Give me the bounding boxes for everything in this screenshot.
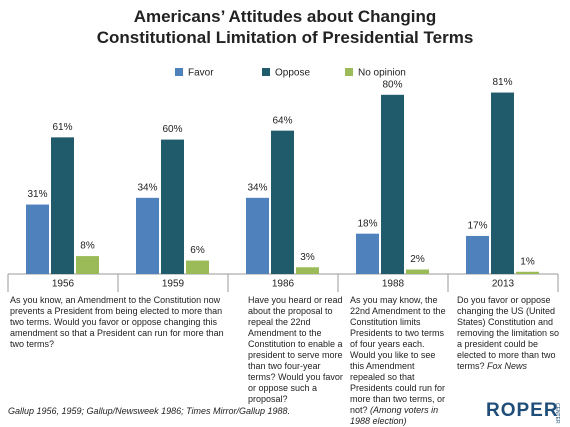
value-label: 3% [300, 252, 315, 263]
bar [136, 197, 159, 274]
bar [271, 130, 294, 274]
question-text: As you know, an Amendment to the Constit… [10, 295, 225, 350]
value-label: 61% [52, 122, 72, 133]
value-label: 60% [162, 124, 182, 135]
bar [406, 269, 429, 274]
value-label: 6% [190, 245, 205, 256]
source-note: Gallup 1956, 1959; Gallup/Newsweek 1986;… [8, 406, 291, 416]
value-label: 17% [467, 221, 487, 232]
bar [51, 137, 74, 274]
x-tick-label: 1986 [272, 279, 295, 290]
bar [161, 139, 184, 274]
legend-label: Oppose [275, 68, 310, 79]
question-text: As you may know, the 22nd Amendment to t… [350, 295, 450, 427]
x-tick-label: 1988 [382, 279, 405, 290]
bar [466, 235, 489, 274]
logo: ROPER [486, 400, 559, 421]
value-label: 1% [520, 256, 535, 267]
question: Do you favor or oppose changing the US (… [457, 295, 560, 371]
question-note: Fox News [487, 361, 528, 371]
x-tick-label: 2013 [492, 279, 515, 290]
legend-label: Favor [188, 68, 214, 79]
bar [381, 94, 404, 274]
legend-swatch [262, 68, 270, 76]
logo-sub: CENTER [554, 403, 560, 424]
question-text: Do you favor or oppose changing the US (… [457, 295, 565, 372]
bar [491, 92, 514, 274]
value-label: 31% [27, 189, 47, 200]
legend-label: No opinion [358, 68, 406, 79]
x-tick-label: 1956 [52, 279, 75, 290]
value-label: 2% [410, 254, 425, 265]
chart-title: Americans’ Attitudes about Changing Cons… [96, 7, 474, 47]
value-label: 64% [272, 115, 292, 126]
value-label: 81% [492, 77, 512, 88]
value-label: 18% [357, 218, 377, 229]
bar [516, 271, 539, 274]
legend-swatch [345, 68, 353, 76]
bar [186, 260, 209, 274]
question: As you know, an Amendment to the Constit… [10, 295, 224, 349]
value-label: 80% [382, 79, 402, 90]
bar [356, 233, 379, 274]
bar [296, 267, 319, 274]
value-label: 8% [80, 241, 95, 252]
legend-swatch [175, 68, 183, 76]
question: Have you heard or read about the proposa… [248, 295, 343, 404]
bar [26, 204, 49, 274]
question-text: Have you heard or read about the proposa… [248, 295, 348, 405]
value-label: 34% [247, 182, 267, 193]
x-tick-label: 1959 [162, 279, 185, 290]
value-label: 34% [137, 182, 157, 193]
question: As you may know, the 22nd Amendment to t… [350, 295, 446, 415]
question-note: (Among voters in 1988 election) [350, 405, 439, 426]
bar [246, 197, 269, 274]
bar [76, 256, 99, 274]
